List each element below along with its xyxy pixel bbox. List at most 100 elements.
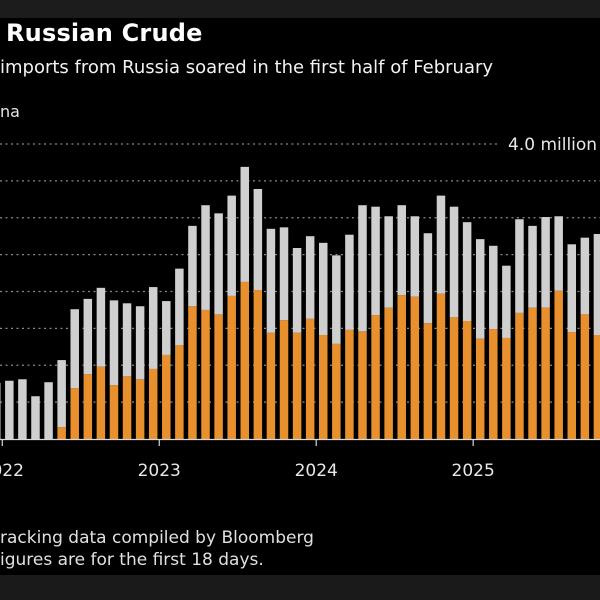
bar-orange-17 xyxy=(214,314,223,439)
bar-orange-13 xyxy=(162,354,171,439)
bar-gray-22 xyxy=(279,227,289,321)
bar-orange-7 xyxy=(83,374,93,439)
bar-gray-8 xyxy=(96,287,106,367)
bar-orange-42 xyxy=(541,307,550,439)
top-bar xyxy=(0,0,600,18)
bar-gray-33 xyxy=(423,233,433,324)
bar-orange-31 xyxy=(397,295,406,439)
bar-gray-37 xyxy=(475,239,485,339)
x-tick-label-2025: 2025 xyxy=(452,461,495,481)
bar-orange-12 xyxy=(148,368,158,439)
bar-gray-13 xyxy=(162,301,171,355)
bar-orange-41 xyxy=(528,307,537,439)
bar-gray-20 xyxy=(253,188,263,291)
y-axis-label: 4.0 million xyxy=(508,135,597,155)
bar-gray-14 xyxy=(175,268,184,346)
source-line-1: racking data compiled by Bloomberg xyxy=(0,528,314,548)
bar-gray-3 xyxy=(31,396,40,439)
bar-orange-35 xyxy=(449,317,459,439)
bar-orange-25 xyxy=(319,335,328,439)
bar-orange-29 xyxy=(371,315,380,439)
bar-gray-0 xyxy=(0,382,1,439)
x-tick-label-2022: 2022 xyxy=(0,461,24,481)
bar-gray-27 xyxy=(345,234,354,330)
bar-gray-43 xyxy=(554,216,563,291)
bar-gray-38 xyxy=(489,245,498,330)
bar-orange-22 xyxy=(279,320,289,439)
bar-gray-16 xyxy=(201,205,210,310)
bar-orange-23 xyxy=(292,332,302,439)
bar-gray-29 xyxy=(371,206,380,316)
bar-orange-38 xyxy=(489,329,498,439)
bar-gray-6 xyxy=(70,309,79,389)
bar-orange-40 xyxy=(515,312,524,439)
bar-gray-41 xyxy=(528,225,537,308)
bottom-bar xyxy=(0,575,600,600)
bar-orange-9 xyxy=(109,385,119,439)
bar-gray-39 xyxy=(502,265,511,338)
bar-gray-19 xyxy=(240,166,250,282)
bar-orange-10 xyxy=(122,376,132,439)
bar-gray-40 xyxy=(515,219,524,313)
bar-gray-17 xyxy=(214,213,223,315)
bar-orange-5 xyxy=(57,427,66,439)
bar-gray-11 xyxy=(135,306,145,380)
bar-orange-34 xyxy=(436,293,446,439)
bar-gray-7 xyxy=(83,298,93,375)
bar-orange-24 xyxy=(305,318,315,439)
bar-gray-1 xyxy=(5,380,14,439)
bar-orange-32 xyxy=(410,296,420,439)
bar-gray-2 xyxy=(18,379,27,439)
bar-orange-44 xyxy=(567,332,577,439)
bar-gray-46 xyxy=(593,233,600,336)
bar-orange-19 xyxy=(240,281,250,439)
y-label-background xyxy=(500,132,600,156)
bar-orange-15 xyxy=(188,306,197,439)
x-tick-label-2023: 2023 xyxy=(138,461,181,481)
bar-orange-26 xyxy=(332,343,341,439)
bar-gray-25 xyxy=(319,242,328,336)
bar-gray-21 xyxy=(266,228,276,333)
bar-orange-18 xyxy=(227,295,236,439)
bar-orange-30 xyxy=(384,307,393,439)
bars xyxy=(0,166,600,439)
bar-gray-18 xyxy=(227,195,236,296)
bar-orange-21 xyxy=(266,332,276,439)
bar-gray-44 xyxy=(567,244,577,333)
x-tick-label-2024: 2024 xyxy=(295,461,338,481)
bar-gray-5 xyxy=(57,360,66,428)
bar-gray-15 xyxy=(188,225,197,307)
bar-orange-36 xyxy=(462,321,472,439)
bar-orange-14 xyxy=(175,345,184,439)
source-note: racking data compiled by Bloomberg igure… xyxy=(0,527,314,571)
bar-orange-28 xyxy=(358,331,367,439)
bar-orange-20 xyxy=(253,290,263,439)
bar-gray-36 xyxy=(462,222,472,321)
bar-gray-42 xyxy=(541,217,550,308)
bar-gray-24 xyxy=(305,236,315,319)
bar-orange-11 xyxy=(135,379,145,439)
bar-orange-16 xyxy=(201,309,210,439)
x-axis: 2022 2023 2024 2025 xyxy=(0,438,600,481)
bar-orange-43 xyxy=(554,290,563,439)
bar-gray-31 xyxy=(397,205,406,296)
chart-title: Russian Crude xyxy=(6,19,203,47)
bar-orange-6 xyxy=(70,388,79,439)
bar-gray-28 xyxy=(358,205,367,332)
bar-orange-33 xyxy=(423,323,433,439)
bar-orange-45 xyxy=(580,314,590,439)
source-line-2: igures are for the first 18 days. xyxy=(0,550,264,570)
bar-gray-34 xyxy=(436,195,446,294)
bar-gray-4 xyxy=(44,382,53,439)
legend-label: na xyxy=(0,102,20,121)
bar-gray-10 xyxy=(122,303,132,377)
bar-orange-37 xyxy=(475,338,485,439)
bar-orange-39 xyxy=(502,337,511,439)
chart-subtitle: imports from Russia soared in the first … xyxy=(0,57,494,78)
bar-gray-23 xyxy=(292,247,302,333)
bar-gray-45 xyxy=(580,237,590,315)
bar-orange-8 xyxy=(96,366,106,439)
bar-gray-35 xyxy=(449,206,459,318)
bar-gray-32 xyxy=(410,216,420,297)
